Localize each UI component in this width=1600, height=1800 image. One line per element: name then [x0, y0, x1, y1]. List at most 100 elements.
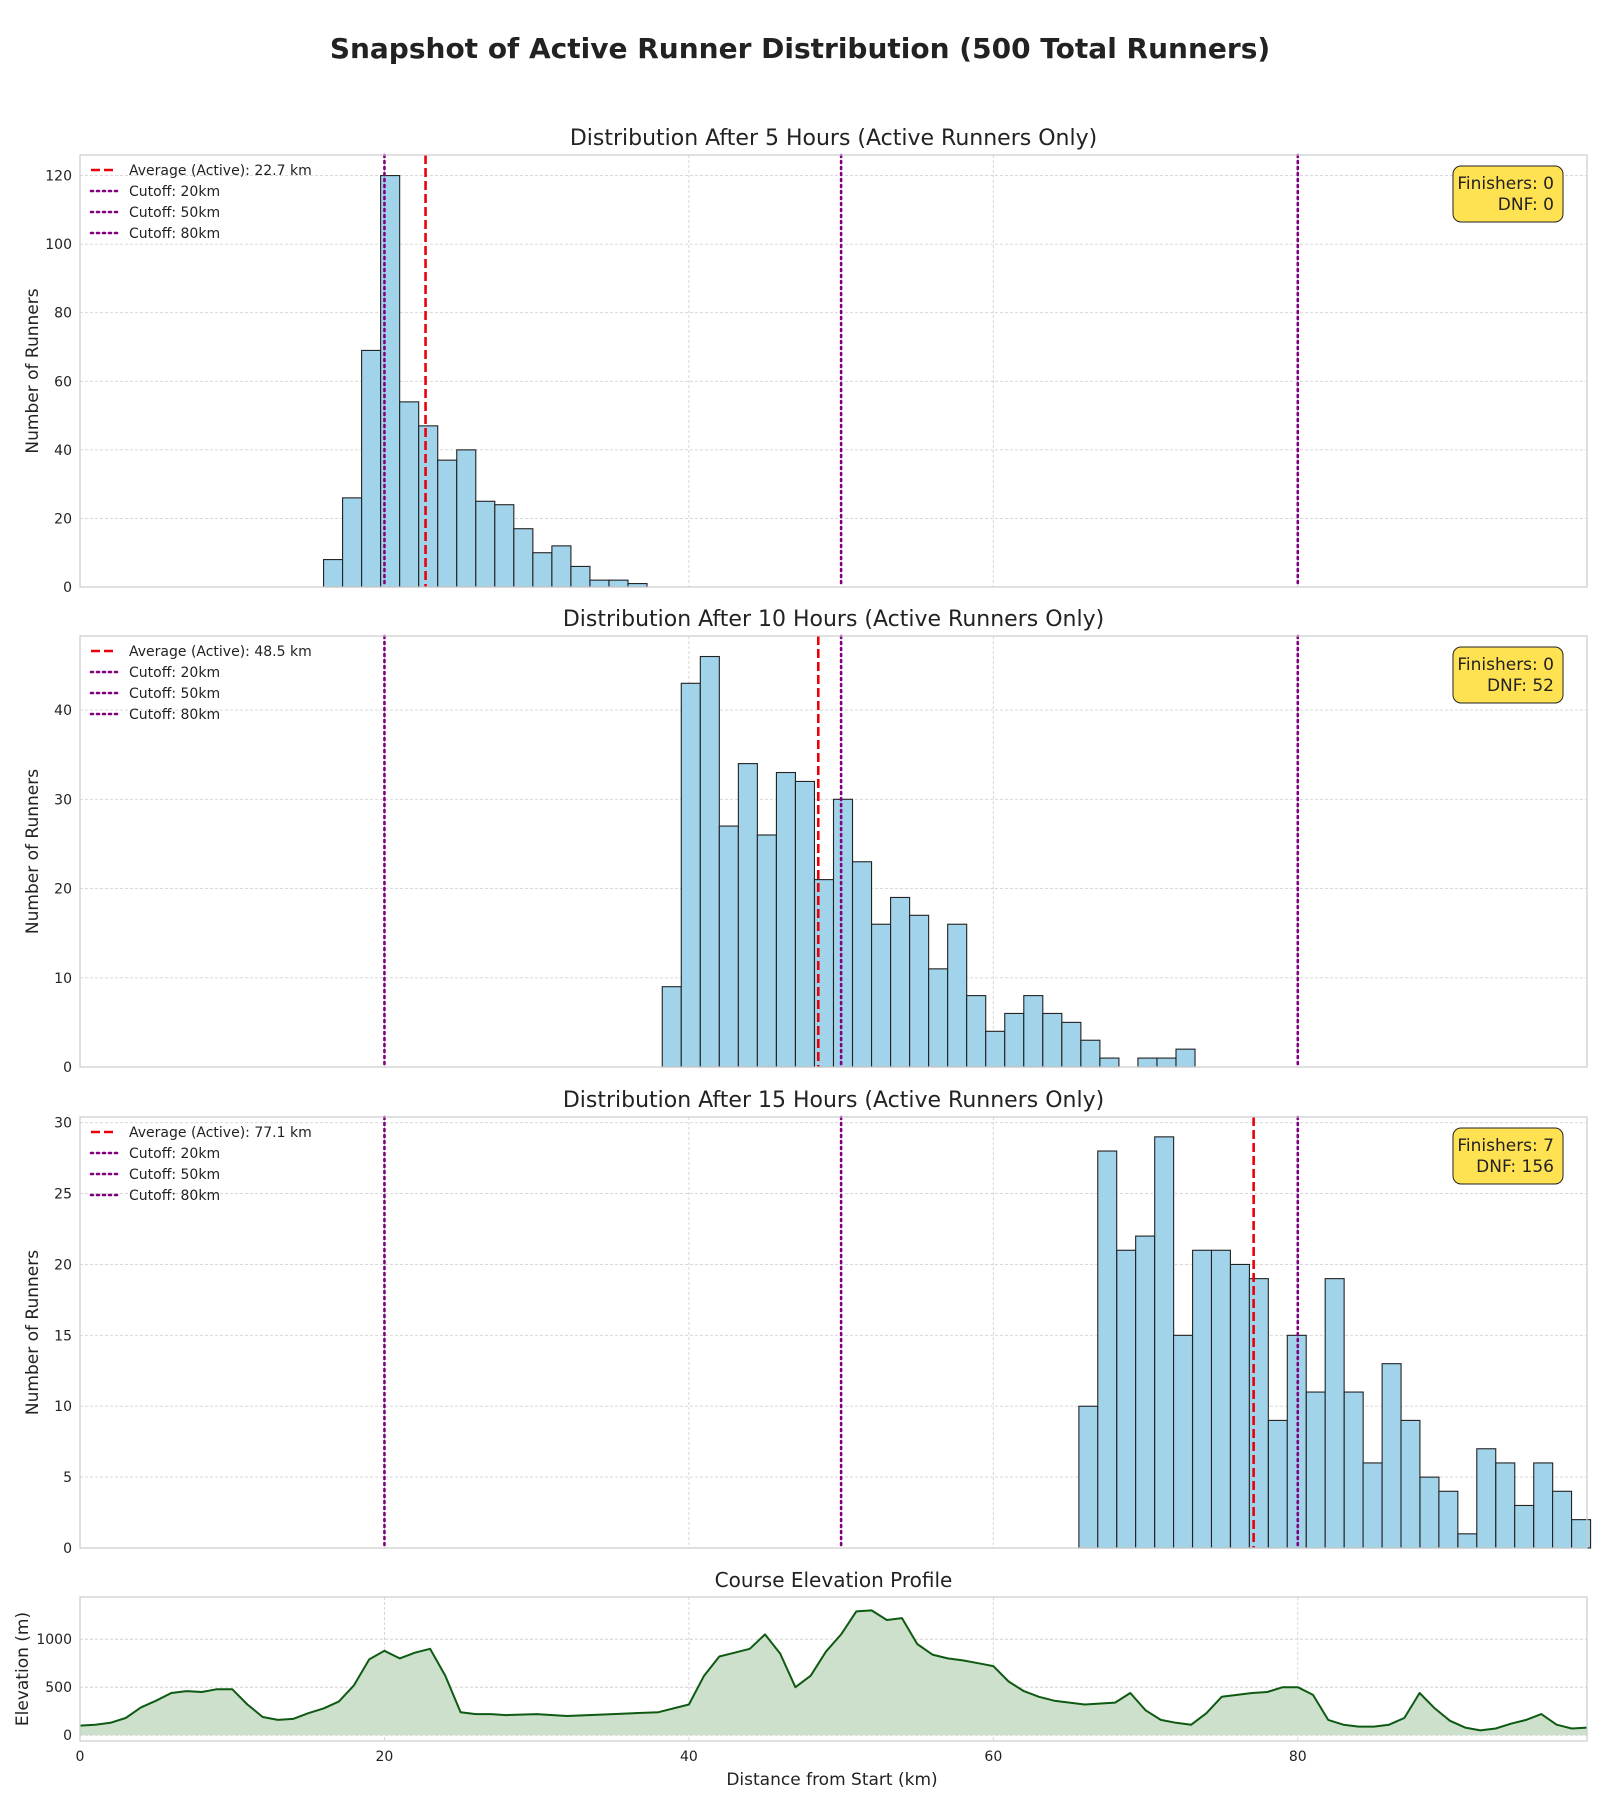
- histogram-bar: [794, 780, 816, 1068]
- legend-label: Cutoff: 20km: [129, 184, 220, 200]
- y-tick-label: 20: [54, 882, 72, 898]
- legend-label: Cutoff: 50km: [129, 205, 220, 221]
- legend-label: Average (Active): 77.1 km: [129, 1125, 312, 1141]
- histogram-bar: [1078, 1405, 1099, 1549]
- panel-title: Distribution After 10 Hours (Active Runn…: [563, 607, 1104, 632]
- histogram-bar: [1080, 1039, 1101, 1068]
- legend-label: Cutoff: 80km: [129, 1188, 220, 1204]
- y-axis-label: Number of Runners: [23, 1250, 43, 1415]
- histogram-bar: [680, 682, 701, 1068]
- y-tick-label: 15: [54, 1328, 72, 1344]
- histogram-bar: [1476, 1448, 1497, 1549]
- elevation-line: [79, 1609, 1588, 1732]
- y-tick-label: 80: [54, 306, 72, 322]
- histogram-bar: [1419, 1476, 1440, 1549]
- histogram-bar: [494, 504, 515, 588]
- x-tick-label: 60: [984, 1749, 1002, 1765]
- histogram-bar: [456, 449, 477, 588]
- panel-10-hours: 0 10 20 30 40 Distribution After 10 Hours (Ac…: [23, 607, 1588, 1076]
- panel-15-hours: 0 5 10 15 20 25 30 Distribution After 15 Hours …: [23, 1088, 1592, 1557]
- histogram-bar: [361, 349, 382, 588]
- histogram-bar: [1381, 1363, 1402, 1549]
- x-tick-label: 20: [376, 1749, 394, 1765]
- histogram-bar: [323, 559, 344, 588]
- panel-title: Distribution After 5 Hours (Active Runne…: [570, 126, 1097, 151]
- histogram-bar: [1514, 1504, 1535, 1549]
- y-tick-label: 60: [54, 374, 72, 390]
- histogram-bar: [737, 763, 758, 1068]
- histogram-bar: [775, 771, 796, 1068]
- y-tick-label: 120: [45, 169, 72, 185]
- histogram-bar: [1173, 1334, 1194, 1549]
- legend-label: Cutoff: 50km: [129, 1167, 220, 1183]
- histogram-bar: [1154, 1136, 1175, 1549]
- histogram-bar: [1324, 1278, 1345, 1549]
- histogram-bar: [551, 545, 572, 588]
- histogram-bar: [532, 552, 553, 588]
- histogram-bar: [570, 565, 591, 588]
- histogram-bar: [966, 995, 987, 1068]
- y-tick-label: 0: [63, 580, 72, 596]
- histogram-bar: [1457, 1533, 1478, 1549]
- stats-text: DNF: 0: [1498, 195, 1554, 215]
- y-axis-label: Number of Runners: [23, 288, 43, 453]
- y-axis-label: Elevation (m): [13, 1612, 33, 1726]
- y-tick-label: 0: [63, 1060, 72, 1076]
- histogram-bar: [851, 861, 873, 1068]
- legend-label: Cutoff: 50km: [129, 686, 220, 702]
- panel-5-hours: 0 20 40 60 80 100 120 Distribution After 5 Hour…: [23, 126, 1588, 596]
- histogram-bar: [871, 923, 892, 1068]
- stats-box-background: [1452, 646, 1564, 704]
- histogram-bar: [1400, 1419, 1421, 1549]
- x-tick-label: 40: [680, 1749, 698, 1765]
- y-tick-label: 30: [54, 792, 72, 808]
- y-axis-label: Number of Runners: [23, 769, 43, 934]
- histogram-bar: [699, 655, 720, 1068]
- histogram-bar: [475, 500, 496, 588]
- legend-label: Cutoff: 80km: [129, 707, 220, 723]
- stats-box-background: [1452, 1127, 1564, 1185]
- histogram-bar: [380, 175, 401, 588]
- legend: Average (Active): 48.5 km Cutoff: 20km Cut…: [89, 644, 312, 723]
- x-axis-label: Distance from Start (km): [726, 1770, 937, 1790]
- y-tick-label: 20: [54, 1257, 72, 1273]
- panel-elevation-profile: 0 500 1000 Course Elevation Profile Elevatio…: [13, 1568, 1588, 1765]
- y-tick-label: 20: [54, 511, 72, 527]
- plot-frame: [79, 635, 1588, 1068]
- histogram-bar: [1192, 1249, 1213, 1549]
- legend-label: Cutoff: 20km: [129, 1146, 220, 1162]
- legend-label: Average (Active): 48.5 km: [129, 644, 312, 660]
- plot-area: [80, 155, 1587, 587]
- histogram-bar: [342, 497, 363, 588]
- histogram-bar: [832, 798, 854, 1068]
- histogram-bar: [1533, 1462, 1554, 1549]
- histogram-bar: [813, 879, 835, 1068]
- histogram-bar: [513, 528, 534, 588]
- legend-label: Cutoff: 20km: [129, 665, 220, 681]
- histogram-bar: [418, 425, 439, 588]
- histogram-bar: [1438, 1490, 1459, 1549]
- histogram-bar: [1023, 995, 1044, 1068]
- y-tick-label: 0: [63, 1541, 72, 1557]
- y-tick-label: 1000: [36, 1632, 72, 1648]
- panel-title: Course Elevation Profile: [715, 1568, 953, 1592]
- histogram-bar: [928, 968, 949, 1068]
- plot-frame: [79, 1596, 1588, 1742]
- plot-frame: [79, 154, 1588, 588]
- histogram-bar: [1099, 1057, 1120, 1068]
- histogram-bar: [1571, 1519, 1592, 1549]
- y-tick-label: 10: [54, 971, 72, 987]
- histogram-bar: [890, 896, 911, 1068]
- histogram-bar: [756, 834, 777, 1068]
- legend: Average (Active): 22.7 km Cutoff: 20km Cut…: [89, 163, 312, 242]
- histogram-bar: [1061, 1021, 1082, 1068]
- histogram-bar: [1210, 1249, 1231, 1549]
- histogram-bar: [1004, 1012, 1025, 1068]
- legend-label: Average (Active): 22.7 km: [129, 163, 312, 179]
- stats-text: DNF: 52: [1487, 676, 1554, 696]
- histogram-bar: [1362, 1462, 1383, 1549]
- histogram-bar: [909, 914, 930, 1068]
- histogram-bar: [1305, 1391, 1326, 1549]
